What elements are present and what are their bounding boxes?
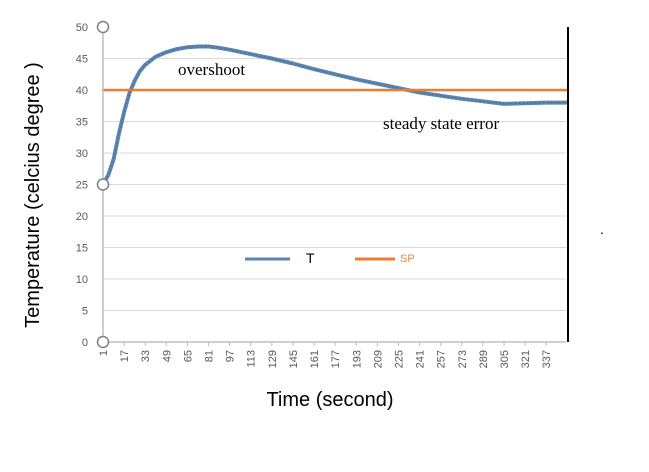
annotation-overshoot: overshoot (178, 60, 245, 79)
y-tick-label-25: 25 (76, 180, 88, 192)
axis-handle-50 (96, 20, 110, 34)
x-tick-label-129: 129 (267, 350, 279, 368)
axis-handle-0 (96, 335, 110, 349)
y-tick-label-15: 15 (76, 243, 88, 255)
legend: T SP (245, 250, 415, 266)
x-tick-label-257: 257 (436, 350, 448, 368)
x-tick-label-177: 177 (330, 350, 342, 368)
legend-label-SP: SP (400, 253, 415, 265)
x-tick-labels: 1 17 33 49 65 81 97 113 129 145 161 177 193 209 225 241… (98, 350, 553, 368)
y-tick-label-30: 30 (76, 148, 88, 160)
x-tick-label-1: 1 (98, 350, 110, 356)
y-tick-label-50: 50 (76, 22, 88, 34)
grid-lines (103, 58, 566, 311)
y-tick-label-45: 45 (76, 54, 88, 66)
y-tick-labels: 0 5 10 15 20 25 30 35 40 45 50 (76, 22, 88, 349)
legend-label-T: T (306, 250, 315, 266)
x-tick-label-145: 145 (288, 350, 300, 368)
y-tick-label-35: 35 (76, 117, 88, 129)
x-tick-label-113: 113 (246, 350, 258, 368)
annotation-steady-state-error: steady state error (383, 114, 499, 133)
x-tick-label-161: 161 (309, 350, 321, 368)
x-tick-label-81: 81 (204, 350, 216, 362)
series-lines (101, 44, 568, 187)
x-tick-label-289: 289 (478, 350, 490, 368)
y-tick-label-40: 40 (76, 85, 88, 97)
y-tick-label-20: 20 (76, 211, 88, 223)
x-tick-label-17: 17 (119, 350, 131, 362)
y-tick-label-5: 5 (82, 306, 88, 318)
y-tick-label-0: 0 (82, 337, 88, 349)
x-tick-label-305: 305 (499, 350, 511, 368)
axis-handles (96, 20, 110, 349)
x-tick-label-321: 321 (520, 350, 532, 368)
x-tick-label-193: 193 (351, 350, 363, 368)
x-tick-label-337: 337 (541, 350, 553, 368)
axis-handle-25 (96, 178, 110, 191)
x-tick-label-273: 273 (457, 350, 469, 368)
x-tick-label-33: 33 (140, 350, 152, 362)
x-tick-label-49: 49 (161, 350, 173, 362)
x-tick-label-65: 65 (182, 350, 194, 362)
x-axis-title: Time (second) (266, 389, 393, 411)
y-tick-label-10: 10 (76, 274, 88, 286)
x-tick-label-241: 241 (415, 350, 427, 368)
stray-dot-mark: . (600, 221, 604, 237)
x-tick-label-97: 97 (225, 350, 237, 362)
x-tick-label-225: 225 (393, 350, 405, 368)
y-axis-title: Temperature (celcius degree ) (22, 62, 44, 328)
x-tick-label-209: 209 (372, 350, 384, 368)
